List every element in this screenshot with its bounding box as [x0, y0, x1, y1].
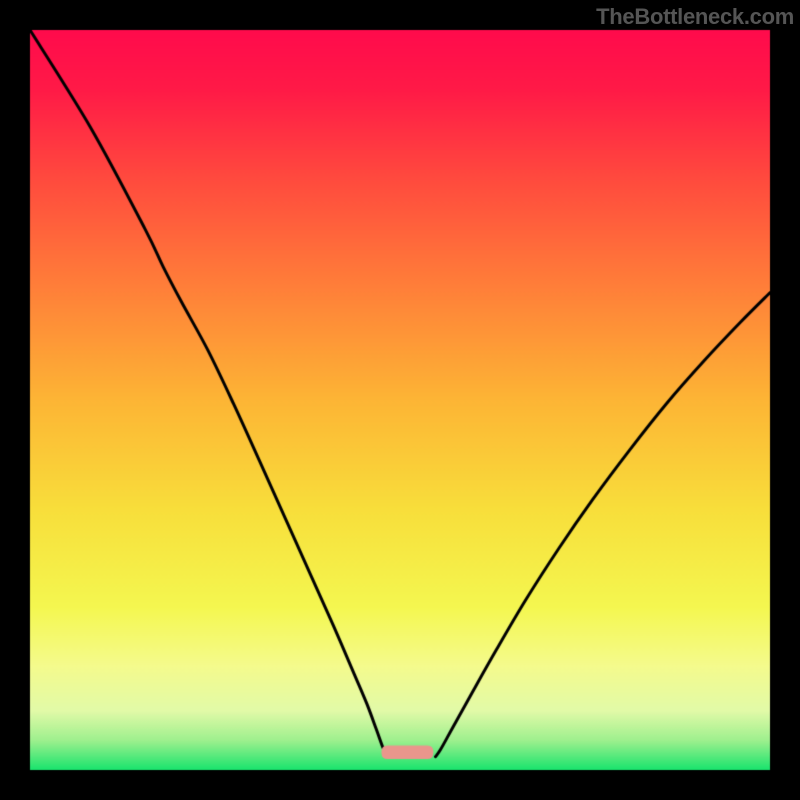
chart-container: TheBottleneck.com: [0, 0, 800, 800]
bottleneck-chart: [0, 0, 800, 800]
